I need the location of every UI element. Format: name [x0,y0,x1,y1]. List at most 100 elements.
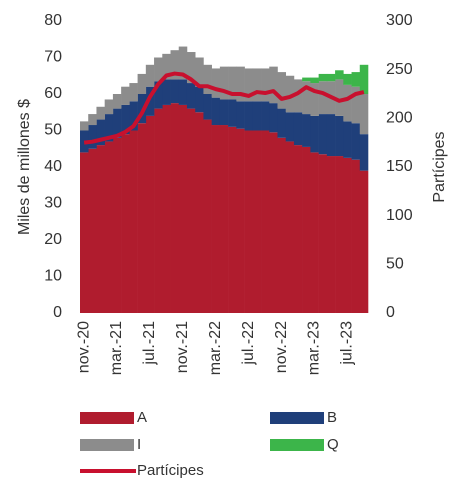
y2-tick-label: 0 [386,304,395,321]
bar-segment [252,68,262,102]
y2-tick-label: 100 [386,207,413,224]
legend-swatch [270,439,324,451]
legend-swatch [270,412,324,424]
bar-segment [137,123,147,313]
y2-tick-label: 300 [386,12,413,29]
x-tick-label: mar.-23 [306,321,323,375]
bar-segment [121,86,130,105]
bar-segment [285,112,295,142]
bar-segment [129,130,138,313]
bar-segment [154,57,163,82]
bar-segment [236,101,245,129]
bar-segment [343,73,352,85]
bar-segment [351,159,361,313]
bar-segment [335,156,344,313]
y2-tick-label: 150 [386,158,413,175]
bar-segment [261,68,270,102]
bar-segment [219,125,229,314]
legend-swatch [80,412,134,424]
bar-segment [359,64,369,94]
bar-segment [219,99,229,126]
y2-tick-label: 250 [386,61,413,78]
bar-segment [359,170,369,313]
bar-segment [335,79,344,116]
bar-segment [137,94,147,124]
legend-label: A [137,409,147,426]
bar-segment [145,86,155,116]
bar-segment [277,137,287,313]
bar-segment [203,119,212,313]
bar-segment [219,66,229,100]
bar-segment [186,83,196,109]
x-tick-label: jul.-23 [339,321,356,366]
bar-segment [112,94,122,109]
bar-segment [211,125,221,314]
bar-segment [88,114,97,126]
legend-label: I [137,436,141,453]
bar-segment [351,123,361,160]
bar-segment [154,108,163,313]
bar-segment [162,53,171,80]
legend-label: Q [327,436,339,453]
bar-segment [121,104,130,135]
bar-segment [112,137,122,313]
bar-segment [244,68,254,102]
bar-segment [326,73,336,82]
bar-segment [252,101,262,131]
bar-segment [80,121,89,131]
bar-segment [104,114,114,142]
bar-segment [359,134,369,171]
bar-segment [211,68,221,98]
bar-segment [261,130,270,313]
y-tick-label: 40 [44,158,62,175]
x-tick-label: mar.-21 [108,321,125,375]
bar-segment [195,112,204,313]
bar-segment [318,114,328,155]
bar-segment [236,128,245,313]
bar-segment [170,79,180,104]
bar-segment [335,115,344,157]
x-tick-label: mar.-22 [207,321,224,375]
bar-segment [195,57,204,87]
bar-segment [351,86,361,124]
bar-segment [326,156,336,313]
bar-segment [293,145,303,313]
bar-segment [269,132,278,313]
bar-segment [252,130,262,313]
bar-segment [343,84,352,122]
bar-segment [104,141,114,313]
bar-segment [236,66,245,102]
x-tick-label: jul.-21 [141,321,158,366]
bar-segment [335,70,344,80]
bar-segment [310,152,319,313]
bar-segment [269,103,278,133]
y-tick-label: 60 [44,85,62,102]
bar-segment [129,101,138,131]
bar-segment [96,106,105,120]
y2-tick-label: 200 [386,110,413,127]
y-tick-label: 20 [44,231,62,248]
bar-segment [318,154,328,313]
bar-segment [310,83,319,116]
bar-segment [293,112,303,146]
bar-segment [96,145,105,313]
bar-segment [277,72,287,109]
bar-segment [186,108,196,313]
bar-segment [203,64,212,94]
y-tick-label: 0 [53,304,62,321]
x-tick-label: nov.-20 [75,321,92,373]
bar-segment [318,73,328,82]
bar-segment [80,152,89,313]
x-tick-label: nov.-21 [174,321,191,373]
bar-segment [285,75,295,113]
bar-segment [351,72,361,87]
bar-segment [211,97,221,126]
bar-segment [129,83,138,102]
y2-axis-label: Partícipes [431,131,448,202]
bar-segment [302,81,311,115]
y-axis-label: Miles de millones $ [16,99,33,235]
bar-segment [104,99,114,115]
bar-segment [228,99,237,127]
bar-segment [178,46,188,80]
